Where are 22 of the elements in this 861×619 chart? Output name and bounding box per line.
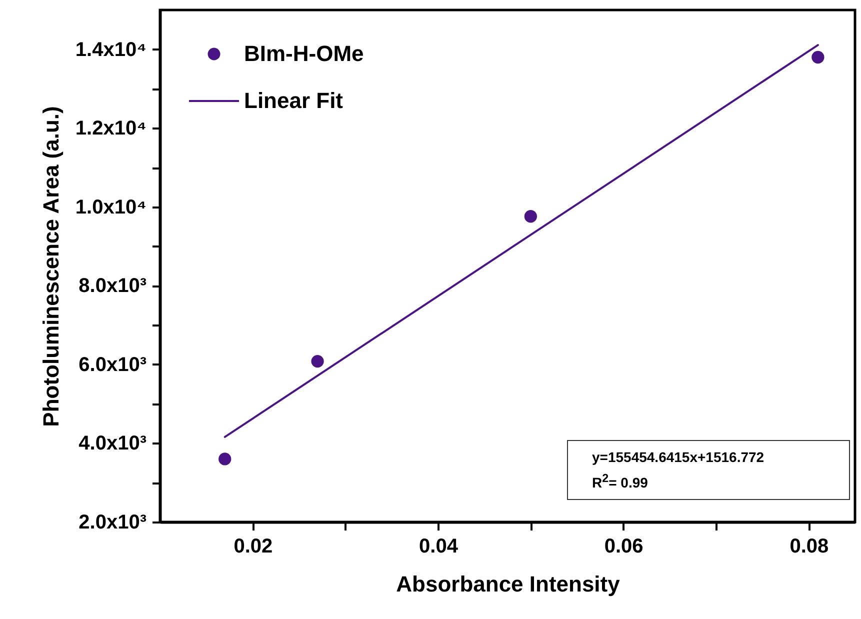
point	[812, 50, 824, 64]
y-tick-label: 8.0x10³	[78, 275, 147, 298]
y-tick-label: 1.0x10⁴	[75, 196, 146, 218]
y-tick-label: 6.0x10³	[78, 354, 147, 376]
y-tick-label: 1.4x10⁴	[75, 38, 146, 61]
text-box: y=155454.6415x+1516.772 R$^{2}$= 0.99	[567, 440, 850, 500]
point	[311, 355, 324, 368]
annotation: y=155454.6415x+1516.772	[592, 448, 766, 467]
x-tick-label: 0.04	[419, 536, 459, 558]
y-tick-label: 4.0x10³	[78, 432, 147, 455]
point	[524, 210, 537, 223]
x-tick-label: 0.08	[790, 536, 829, 558]
annotation: R$^{2}$= 0.99	[592, 471, 649, 493]
legend-label: Linear Fit	[244, 88, 344, 113]
y-axis-title: Photoluminescence Area (a.u.)	[38, 106, 64, 427]
y-tick-label: 2.0x10³	[78, 512, 147, 534]
legend-label: BIm-H-OMe	[244, 41, 364, 66]
y-tick-label: 1.2x10⁴	[75, 118, 146, 140]
x-tick-label: 0.02	[234, 536, 273, 558]
x-tick-label: 0.06	[604, 536, 644, 558]
point	[218, 452, 232, 466]
x-axis-title: Absorbance Intensity	[396, 572, 621, 596]
